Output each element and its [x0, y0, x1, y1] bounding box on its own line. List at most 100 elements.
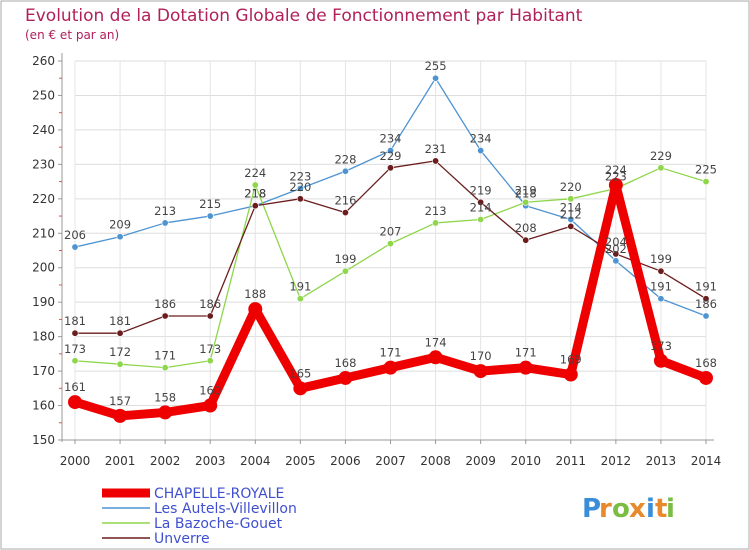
proxiti-logo: Pr o x i ti — [582, 494, 675, 524]
data-point — [113, 408, 128, 423]
data-label: 214 — [560, 200, 582, 214]
data-point — [158, 405, 173, 420]
data-label: 172 — [109, 345, 131, 359]
data-point — [567, 222, 575, 230]
data-point — [386, 164, 394, 172]
logo-letter: o — [612, 494, 630, 524]
data-label: 173 — [650, 339, 672, 353]
data-label: 191 — [695, 280, 717, 294]
x-tick-label: 2006 — [330, 454, 361, 468]
logo-letter: x — [629, 494, 646, 524]
x-tick-label: 2003 — [195, 454, 226, 468]
data-label: 224 — [244, 166, 266, 180]
data-point — [612, 250, 620, 258]
data-point — [296, 295, 304, 303]
data-point — [477, 215, 485, 223]
data-label: 168 — [334, 356, 356, 370]
data-point — [161, 364, 169, 372]
data-point — [203, 398, 218, 413]
data-label: 229 — [650, 149, 672, 163]
data-point — [71, 243, 79, 251]
data-label: 171 — [154, 349, 176, 363]
x-tick-label: 2001 — [105, 454, 136, 468]
data-label: 160 — [199, 384, 221, 398]
data-point — [161, 312, 169, 320]
data-point — [161, 219, 169, 227]
data-point — [206, 357, 214, 365]
data-point — [612, 257, 620, 265]
data-label: 224 — [605, 163, 627, 177]
logo-letter: r — [599, 494, 612, 524]
data-point — [341, 209, 349, 217]
data-label: 225 — [695, 163, 717, 177]
data-point — [608, 178, 623, 193]
y-tick-label: 200 — [32, 261, 55, 275]
data-point — [477, 147, 485, 155]
data-point — [251, 181, 259, 189]
data-point — [338, 370, 353, 385]
data-label: 215 — [199, 197, 221, 211]
x-tick-label: 2008 — [420, 454, 451, 468]
data-label: 220 — [289, 180, 311, 194]
data-point — [116, 360, 124, 368]
data-label: 191 — [289, 280, 311, 294]
data-point — [428, 350, 443, 365]
data-point — [248, 302, 263, 317]
data-label: 199 — [650, 252, 672, 266]
data-label: 212 — [560, 207, 582, 221]
series-layer — [68, 74, 713, 423]
data-label: 181 — [64, 314, 86, 328]
data-label: 186 — [695, 297, 717, 311]
legend-label: Les Autels-Villevillon — [154, 501, 297, 517]
data-label: 206 — [64, 228, 86, 242]
data-label: 168 — [695, 356, 717, 370]
data-label: 191 — [650, 280, 672, 294]
y-tick-label: 180 — [32, 330, 55, 344]
x-tick-label: 2002 — [150, 454, 181, 468]
data-label: 186 — [154, 297, 176, 311]
x-tick-label: 2013 — [646, 454, 677, 468]
logo-letter: t — [655, 494, 667, 524]
data-label: 214 — [470, 200, 492, 214]
y-tick-label: 190 — [32, 295, 55, 309]
y-tick-label: 250 — [32, 88, 55, 102]
data-point — [567, 215, 575, 223]
data-label: 158 — [154, 390, 176, 404]
x-tick-label: 2014 — [691, 454, 722, 468]
legend-label: CHAPELLE-ROYALE — [154, 486, 284, 502]
data-label: 218 — [515, 187, 537, 201]
data-point — [296, 184, 304, 192]
data-point — [657, 164, 665, 172]
x-tick-label: 2012 — [601, 454, 632, 468]
data-label: 169 — [560, 353, 582, 367]
legend-label: Unverre — [154, 531, 210, 547]
axes: 150 160 170 180 190 200 210 220 230 240 250 260 2000… — [32, 53, 721, 468]
x-tick-label: 2004 — [240, 454, 271, 468]
data-point — [293, 381, 308, 396]
data-point — [657, 267, 665, 275]
x-tick-label: 2005 — [285, 454, 316, 468]
data-label: 188 — [244, 287, 266, 301]
data-point — [522, 236, 530, 244]
data-point — [251, 202, 259, 210]
logo-letter: i — [646, 494, 655, 524]
data-label: 171 — [380, 346, 402, 360]
data-label: 157 — [109, 394, 131, 408]
data-label: 173 — [64, 342, 86, 356]
data-point — [567, 195, 575, 203]
data-label: 209 — [109, 218, 131, 232]
data-point — [522, 198, 530, 206]
data-point — [116, 233, 124, 241]
data-point — [432, 219, 440, 227]
data-label: 218 — [244, 187, 266, 201]
data-label: 207 — [380, 225, 402, 239]
x-tick-label: 2009 — [465, 454, 496, 468]
data-label: 213 — [425, 204, 447, 218]
data-label: 174 — [425, 335, 447, 349]
y-tick-label: 150 — [32, 433, 55, 447]
data-point — [432, 157, 440, 165]
data-point — [702, 178, 710, 186]
x-tick-label: 2000 — [60, 454, 91, 468]
data-label: 220 — [560, 180, 582, 194]
